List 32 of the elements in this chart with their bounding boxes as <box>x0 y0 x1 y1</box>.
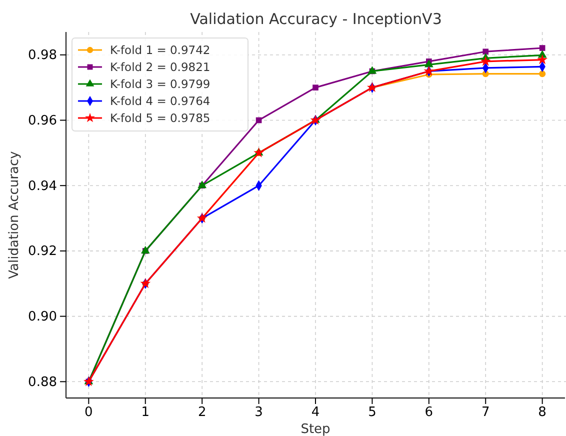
point <box>424 60 434 68</box>
legend-label: K-fold 4 = 0.9764 <box>110 94 210 108</box>
point <box>539 70 546 78</box>
legend-label: K-fold 1 = 0.9742 <box>110 43 210 57</box>
x-tick-label: 6 <box>424 405 434 420</box>
y-tick-label: 0.96 <box>28 113 57 128</box>
point <box>482 48 489 55</box>
point <box>537 54 548 64</box>
x-tick-label: 5 <box>368 405 376 420</box>
x-tick-label: 2 <box>198 405 206 420</box>
x-tick-label: 0 <box>84 405 93 420</box>
legend-label: K-fold 2 = 0.9821 <box>110 60 210 74</box>
x-tick-label: 7 <box>481 405 490 420</box>
legend-label: K-fold 5 = 0.9785 <box>110 111 210 125</box>
y-tick-label: 0.94 <box>28 178 57 194</box>
point <box>480 56 491 66</box>
y-tick-label: 0.98 <box>28 48 57 64</box>
x-tick-label: 3 <box>254 405 263 420</box>
y-tick-label: 0.88 <box>28 374 57 390</box>
point <box>140 246 150 254</box>
y-tick-label: 0.92 <box>28 244 57 260</box>
x-tick-label: 8 <box>538 405 546 420</box>
legend-label: K-fold 3 = 0.9799 <box>110 77 210 91</box>
point <box>198 180 207 188</box>
point <box>312 84 318 90</box>
chart-title: Validation Accuracy - InceptionV3 <box>190 10 442 28</box>
x-axis-title: Step <box>300 422 330 436</box>
x-tick-label: 1 <box>141 405 150 420</box>
y-axis-title: Validation Accuracy <box>7 150 22 279</box>
point <box>539 45 546 51</box>
y-tick-label: 0.90 <box>28 309 57 324</box>
x-tick-label: 4 <box>311 405 320 420</box>
